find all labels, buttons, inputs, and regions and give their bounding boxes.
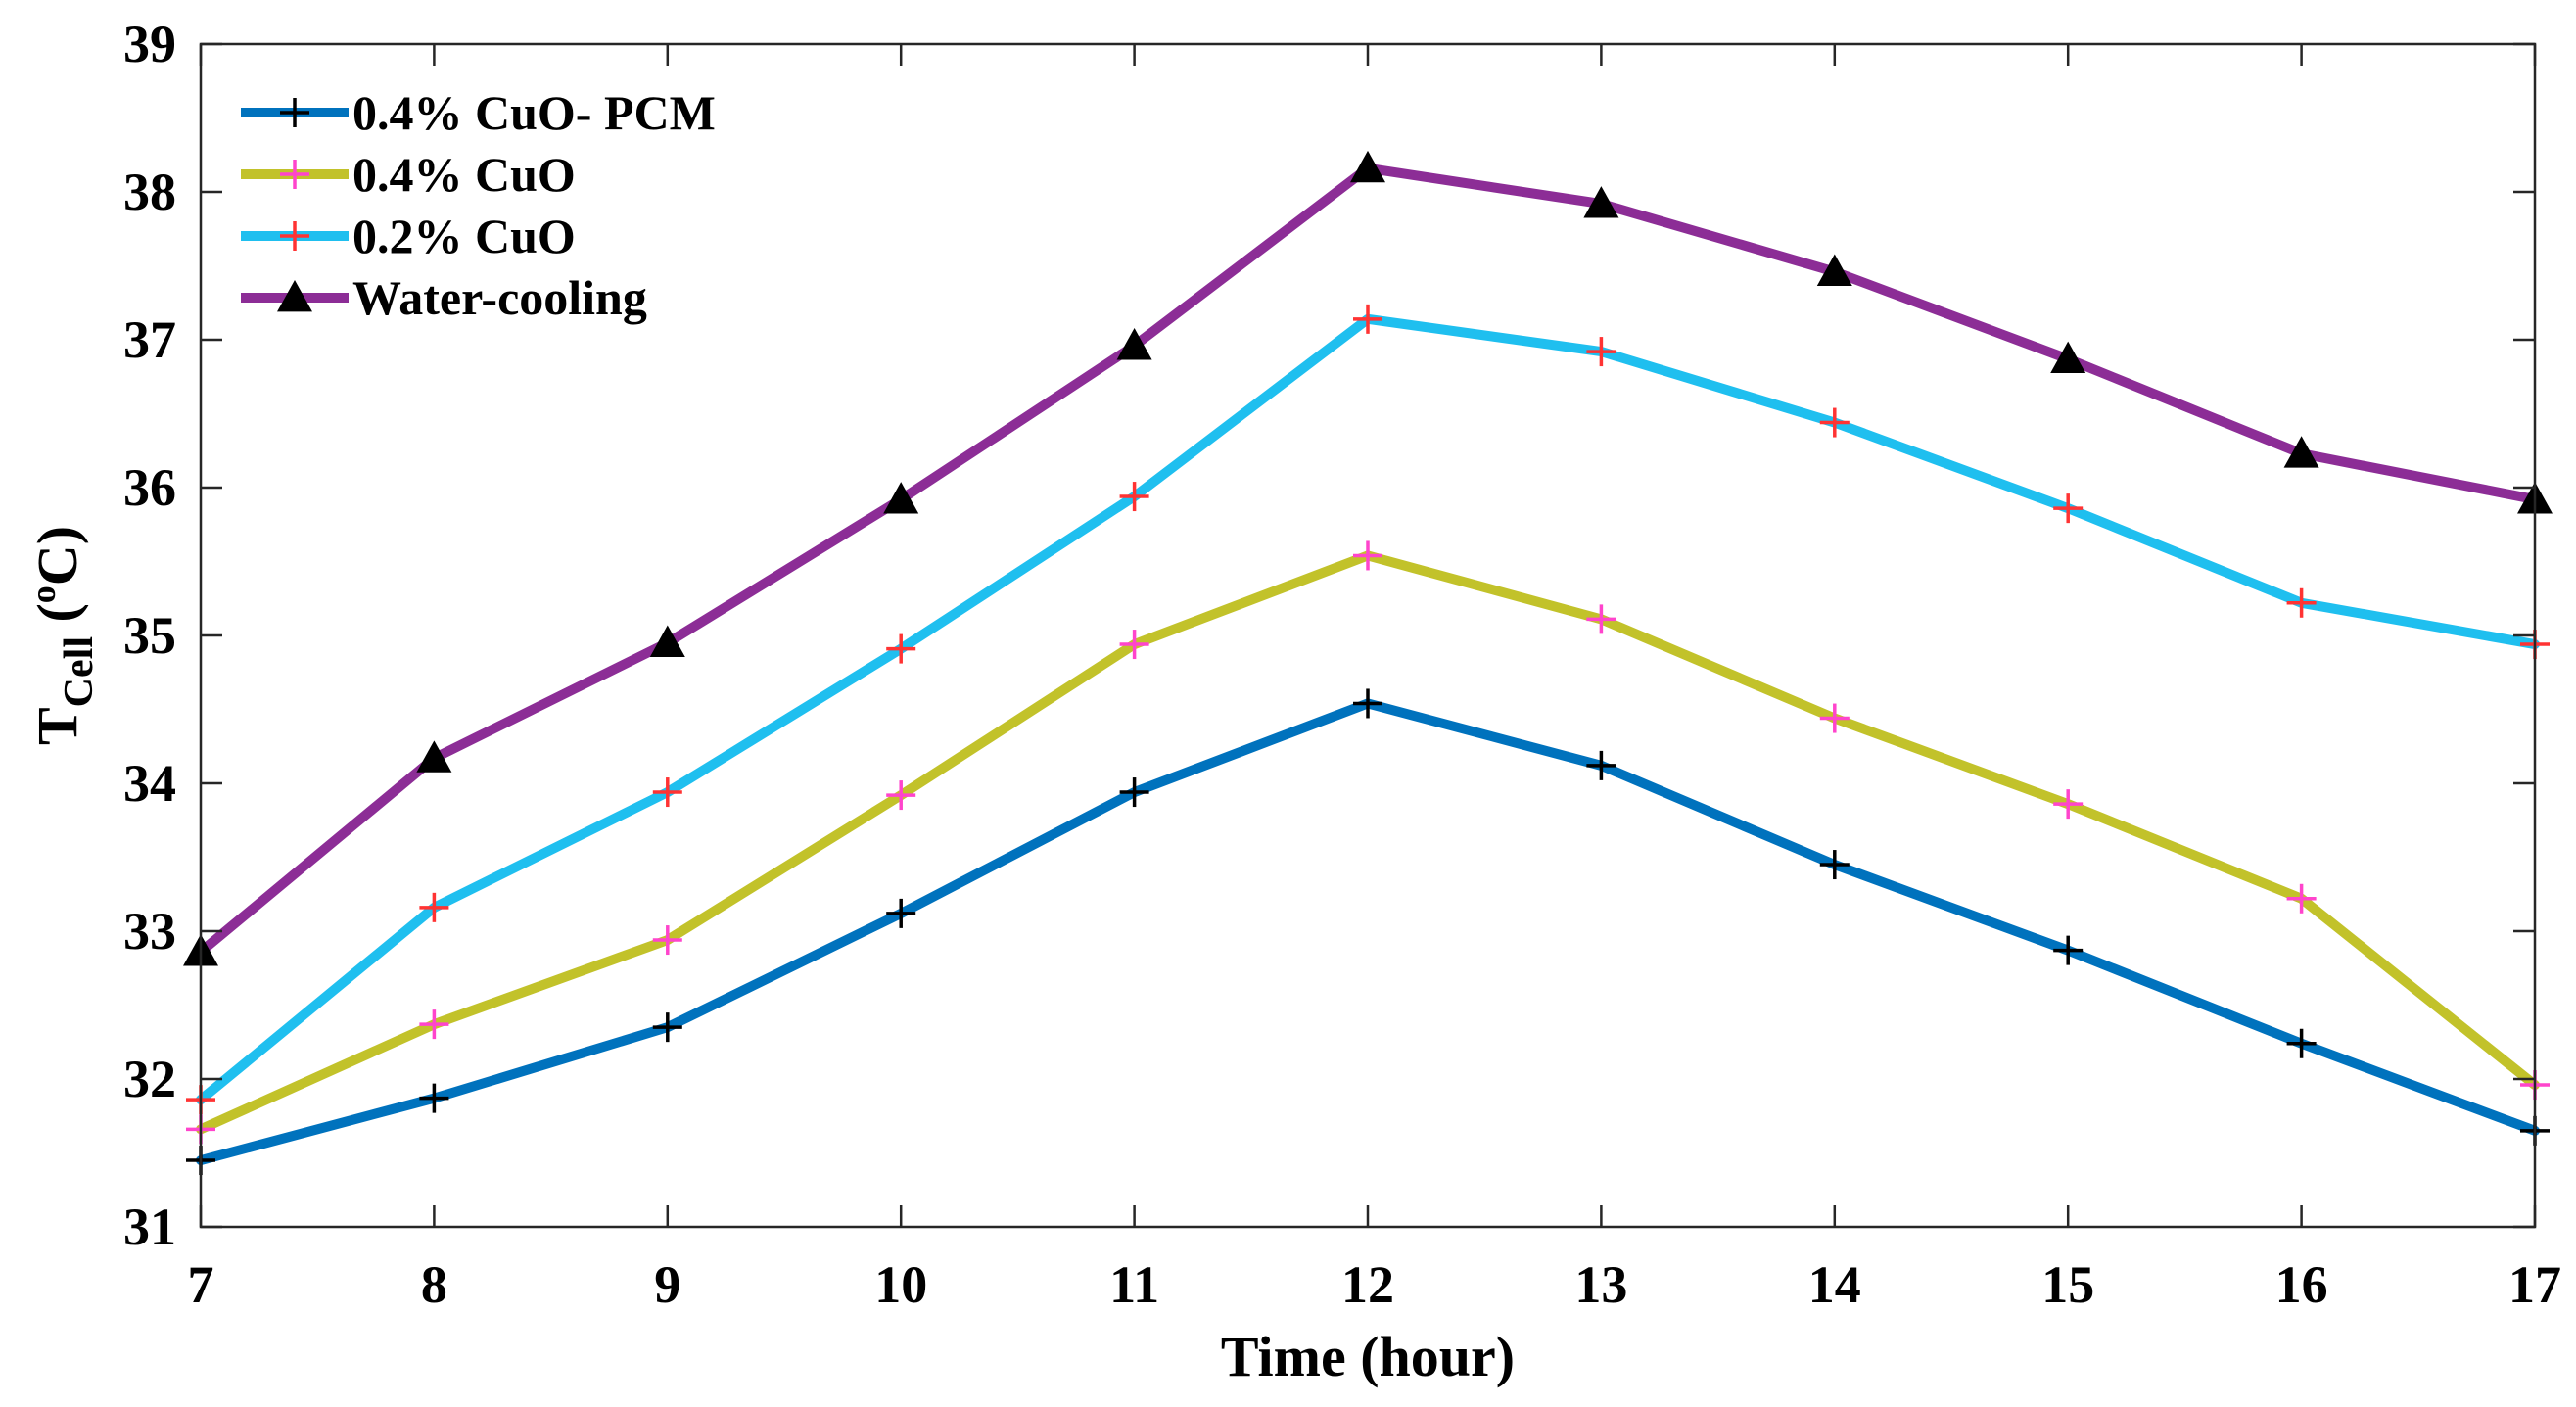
- y-axis-title-degree: o: [23, 586, 63, 603]
- x-tick-label: 8: [421, 1255, 447, 1314]
- marker-layer: [183, 150, 2553, 1176]
- data-point: [886, 633, 916, 664]
- legend-entry: 0.4% CuO- PCM: [241, 85, 716, 140]
- x-tick-label: 7: [188, 1255, 214, 1314]
- data-point: [1353, 540, 1382, 571]
- y-axis-title-main: T: [25, 707, 89, 745]
- data-point: [1586, 750, 1616, 780]
- data-point: [1586, 337, 1616, 367]
- data-point: [2286, 587, 2317, 618]
- x-tick-label: 17: [2508, 1255, 2561, 1314]
- data-point: [2286, 1028, 2317, 1058]
- data-point: [419, 892, 449, 922]
- data-point: [1819, 850, 1850, 880]
- data-point: [2053, 493, 2084, 524]
- data-point: [652, 1012, 682, 1043]
- data-point: [2286, 883, 2317, 914]
- plot-area: [201, 44, 2535, 1227]
- x-tick-label: 16: [2275, 1255, 2328, 1314]
- data-point: [1119, 482, 1149, 512]
- data-point: [1353, 688, 1382, 719]
- data-point: [416, 740, 452, 773]
- y-axis-title-unit-open: (: [25, 603, 89, 636]
- data-point: [1353, 304, 1382, 334]
- y-axis-title-subscript: Cell: [57, 636, 102, 707]
- data-point: [1583, 186, 1619, 218]
- data-point: [1119, 777, 1149, 808]
- x-tick-label: 13: [1574, 1255, 1627, 1314]
- x-tick-label: 14: [1808, 1255, 1861, 1314]
- x-tick-label: 9: [654, 1255, 680, 1314]
- data-point: [419, 1009, 449, 1040]
- data-point: [652, 777, 682, 808]
- data-point: [1586, 604, 1616, 634]
- x-tick-label: 10: [874, 1255, 927, 1314]
- data-point: [886, 898, 916, 928]
- data-point: [1819, 407, 1850, 438]
- y-tick-label: 35: [123, 606, 176, 665]
- legend-marker: [277, 280, 312, 312]
- data-point: [419, 1083, 449, 1113]
- data-point: [1116, 328, 1152, 360]
- y-tick-label: 38: [123, 163, 176, 221]
- data-point: [1819, 703, 1850, 733]
- legend-entry: 0.2% CuO: [241, 209, 576, 263]
- x-axis-title: Time (hour): [1221, 1325, 1515, 1388]
- y-tick-label: 31: [123, 1197, 176, 1256]
- tick-layer: 7 8 9 10 11 12 13 14 15 16 17 31 32 33 34 35 36 37 38 39: [123, 15, 2561, 1314]
- x-tick-label: 11: [1109, 1255, 1159, 1314]
- legend-label: 0.2% CuO: [352, 209, 576, 263]
- y-tick-label: 32: [123, 1050, 176, 1108]
- data-point: [886, 780, 916, 811]
- legend-marker: [280, 221, 309, 251]
- data-point: [652, 925, 682, 956]
- legend-label: 0.4% CuO: [352, 147, 576, 202]
- data-point: [2053, 935, 2084, 965]
- y-tick-label: 36: [123, 458, 176, 517]
- y-tick-label: 39: [123, 15, 176, 73]
- legend-marker: [280, 160, 309, 189]
- x-tick-label: 15: [2041, 1255, 2094, 1314]
- data-point: [883, 482, 919, 514]
- y-tick-label: 37: [123, 310, 176, 369]
- legend-entry: 0.4% CuO: [241, 147, 576, 202]
- y-tick-label: 33: [123, 902, 176, 961]
- legend-entry: Water-cooling: [241, 270, 647, 325]
- data-point: [2053, 789, 2084, 820]
- data-point: [1119, 630, 1149, 660]
- legend-label: Water-cooling: [352, 270, 647, 325]
- legend-marker: [280, 98, 309, 127]
- y-axis-title-unit-close: C): [25, 526, 89, 586]
- data-point: [649, 625, 685, 657]
- y-tick-label: 34: [123, 754, 176, 813]
- legend: 0.4% CuO- PCM 0.4% CuO 0.2% CuO Water-cooli…: [241, 85, 716, 325]
- data-point: [2283, 436, 2319, 468]
- legend-label: 0.4% CuO- PCM: [352, 85, 716, 140]
- data-point: [2050, 341, 2086, 374]
- y-axis-title: TCell (oC): [23, 526, 102, 745]
- x-tick-label: 12: [1341, 1255, 1394, 1314]
- data-point: [1350, 150, 1385, 183]
- data-point: [1816, 254, 1852, 286]
